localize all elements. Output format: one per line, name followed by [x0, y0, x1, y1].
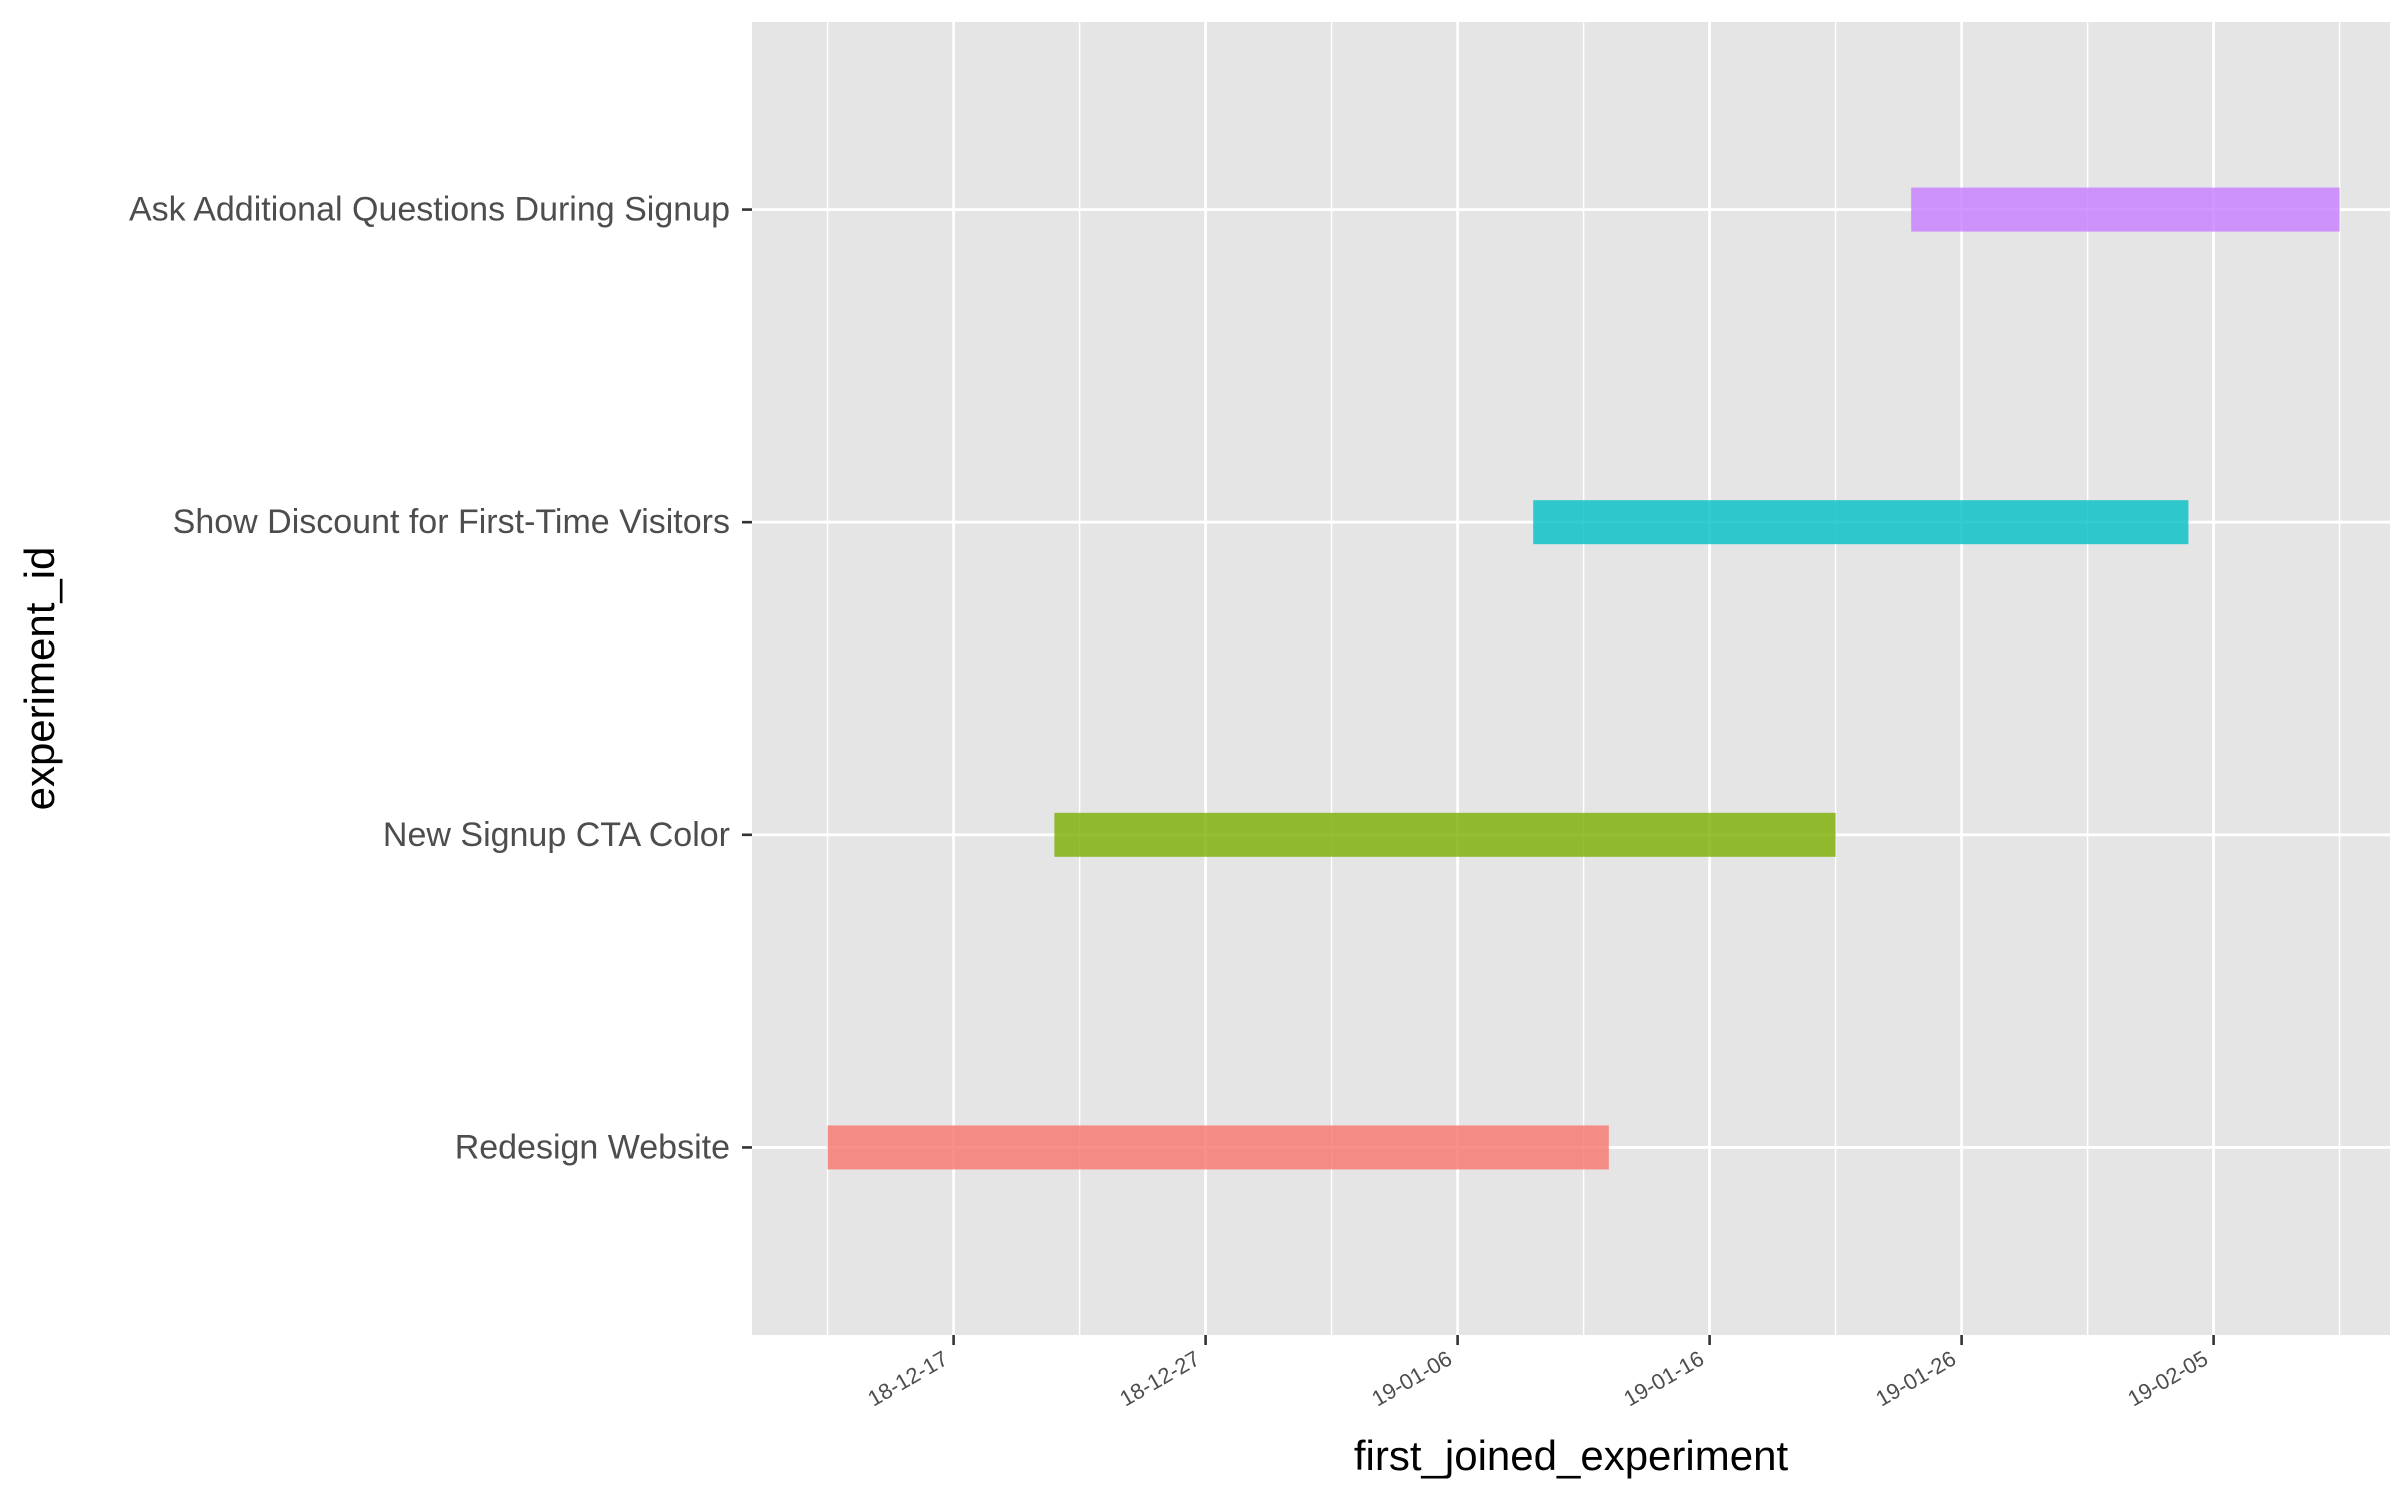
x-tick-label: 19-01-26: [1871, 1346, 1960, 1412]
x-tick-label: 19-01-16: [1619, 1346, 1708, 1412]
x-axis: 18-12-17 18-12-27 19-01-06 19-01-16 19-01-26…: [863, 1335, 2215, 1412]
y-tick-label: Redesign Website: [455, 1128, 730, 1166]
y-axis: Redesign Website New Signup CTA Color Show…: [129, 191, 752, 1166]
plot-panel: [752, 22, 2390, 1335]
y-tick-label: Ask Additional Questions During Signup: [129, 191, 730, 229]
y-axis-title: experiment_id: [16, 547, 63, 811]
minor-gridlines: [826, 22, 2341, 1335]
bar-show-discount-for-first-time-visitors: [1533, 500, 2189, 545]
bar-ask-additional-questions-during-signup: [1911, 187, 2340, 232]
x-tick-label: 19-01-06: [1367, 1346, 1456, 1412]
x-tick-label: 19-02-05: [2123, 1346, 2212, 1412]
bars: [827, 187, 2340, 1170]
bar-redesign-website: [827, 1125, 1609, 1170]
y-tick-label: Show Discount for First-Time Visitors: [173, 503, 730, 541]
x-tick-label: 18-12-17: [863, 1346, 952, 1412]
bar-new-signup-cta-color: [1054, 812, 1836, 857]
x-axis-title: first_joined_experiment: [1354, 1432, 1789, 1479]
y-tick-label: New Signup CTA Color: [383, 816, 730, 854]
x-tick-label: 18-12-27: [1115, 1346, 1204, 1412]
